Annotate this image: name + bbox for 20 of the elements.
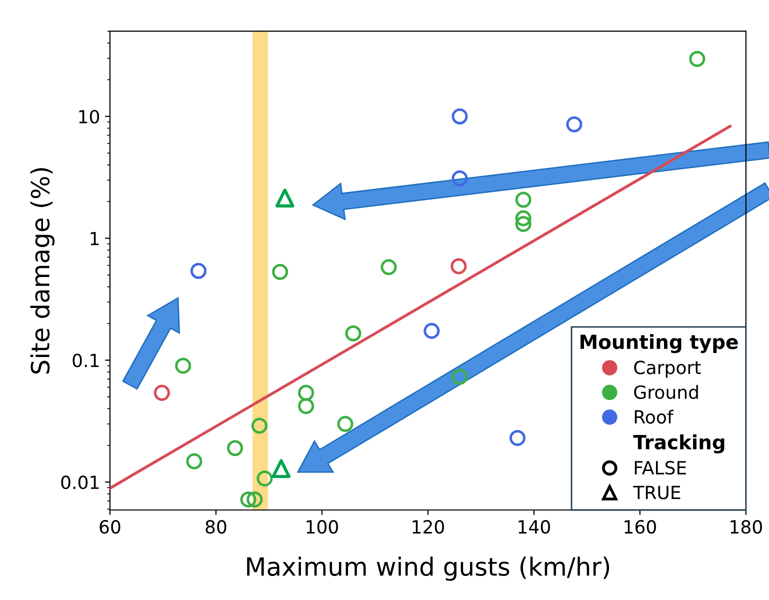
y-tick-label: 0.01: [61, 476, 99, 490]
legend-label: Roof: [634, 410, 674, 424]
x-tick-label: 100: [306, 520, 338, 534]
x-tick-label: 180: [730, 520, 762, 534]
x-tick-label: 160: [624, 520, 656, 534]
y-tick-label: 10: [79, 110, 100, 124]
x-tick-label: 60: [100, 520, 120, 534]
legend-label: Carport: [634, 360, 701, 378]
y-tick-label: 0.1: [72, 354, 99, 368]
y-axis-title: Site damage (%): [30, 168, 54, 374]
annotation: Tracking: [633, 434, 724, 454]
x-tick-label: 80: [206, 520, 226, 534]
x-tick-label: 140: [518, 520, 550, 534]
x-axis-title: Maximum wind gusts (km/hr): [247, 556, 610, 581]
x-tick-label: 120: [412, 520, 444, 534]
legend-label: Ground: [634, 385, 698, 399]
annotation: TRUE: [633, 486, 680, 500]
y-tick-label: 1: [90, 232, 99, 246]
legend-title: Mounting type: [580, 334, 738, 354]
annotation: FALSE: [634, 460, 686, 475]
